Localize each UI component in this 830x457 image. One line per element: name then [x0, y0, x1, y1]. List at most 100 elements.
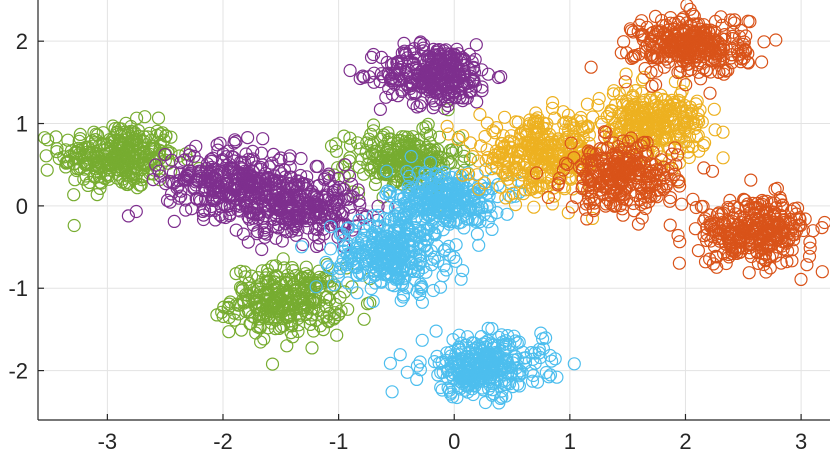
data-point [575, 163, 590, 177]
data-point [523, 183, 537, 197]
data-point [624, 24, 639, 38]
data-point [543, 368, 558, 382]
data-point [357, 228, 371, 242]
data-point [405, 71, 420, 85]
data-point [216, 173, 230, 187]
data-point [198, 183, 212, 197]
data-point [146, 173, 160, 187]
data-point [545, 197, 560, 211]
data-point [432, 130, 447, 144]
data-point [681, 145, 695, 159]
data-point [509, 115, 523, 129]
data-point [642, 181, 656, 195]
data-point [273, 291, 287, 305]
data-point [430, 220, 445, 235]
data-point [403, 44, 417, 58]
data-point [556, 105, 570, 119]
data-point [236, 227, 250, 241]
data-point [353, 198, 367, 212]
data-point [526, 368, 540, 383]
data-point [663, 218, 677, 232]
data-point [537, 131, 551, 146]
data-point [711, 216, 725, 230]
data-point [413, 287, 427, 301]
data-point [601, 167, 616, 181]
data-point [366, 118, 381, 132]
data-point [623, 168, 637, 182]
data-point [420, 195, 434, 210]
data-point [613, 187, 627, 201]
data-point [699, 233, 714, 248]
data-point [708, 53, 723, 67]
data-point [368, 268, 382, 282]
data-point [327, 180, 341, 194]
data-point [551, 132, 565, 146]
data-point [717, 27, 732, 42]
data-point [619, 46, 634, 60]
data-point [691, 244, 706, 258]
data-point [303, 206, 317, 220]
data-point [519, 158, 533, 172]
data-point [583, 145, 597, 159]
data-point [89, 127, 103, 141]
data-point [383, 356, 397, 370]
data-point [111, 121, 126, 135]
data-point [130, 181, 144, 195]
data-point [415, 74, 429, 88]
data-point [198, 203, 212, 217]
data-point [645, 26, 659, 40]
data-point [703, 65, 718, 79]
data-point [461, 385, 475, 399]
data-point [477, 207, 491, 222]
data-point [378, 218, 392, 232]
data-point [470, 95, 484, 109]
data-point [667, 27, 682, 42]
data-point [512, 379, 527, 393]
data-point [754, 55, 769, 69]
data-point [404, 149, 418, 164]
data-point [413, 230, 427, 244]
data-point [280, 225, 294, 239]
data-point [501, 329, 515, 343]
data-point [462, 167, 476, 181]
data-point [757, 257, 771, 272]
data-point [367, 246, 381, 260]
data-point [444, 345, 458, 359]
data-point [672, 32, 687, 46]
data-point [734, 24, 748, 38]
data-point [637, 70, 651, 85]
data-point [542, 169, 556, 183]
data-point [337, 129, 351, 143]
data-point [384, 278, 399, 292]
data-point [119, 116, 133, 130]
data-point [489, 144, 503, 158]
data-point [499, 359, 513, 373]
data-point [278, 303, 292, 317]
data-point [411, 69, 425, 84]
data-point [626, 25, 640, 39]
data-point [446, 54, 460, 69]
data-point [254, 335, 268, 349]
cluster-orange [584, 0, 783, 100]
data-point [428, 227, 442, 241]
data-point [721, 247, 736, 262]
data-points [37, 0, 830, 410]
data-point [727, 13, 742, 27]
data-point [241, 131, 255, 145]
data-point [235, 155, 249, 169]
data-point [366, 228, 380, 242]
data-point [580, 212, 594, 226]
data-point [92, 159, 106, 173]
data-point [469, 38, 483, 52]
data-point [320, 300, 334, 314]
data-point [344, 250, 358, 264]
data-point [151, 111, 166, 125]
data-point [742, 266, 756, 280]
data-point [81, 178, 95, 192]
data-point [317, 172, 331, 186]
data-point [472, 238, 486, 252]
data-point [485, 222, 499, 236]
data-point [587, 192, 601, 207]
data-point [451, 353, 465, 367]
data-point [85, 134, 99, 148]
